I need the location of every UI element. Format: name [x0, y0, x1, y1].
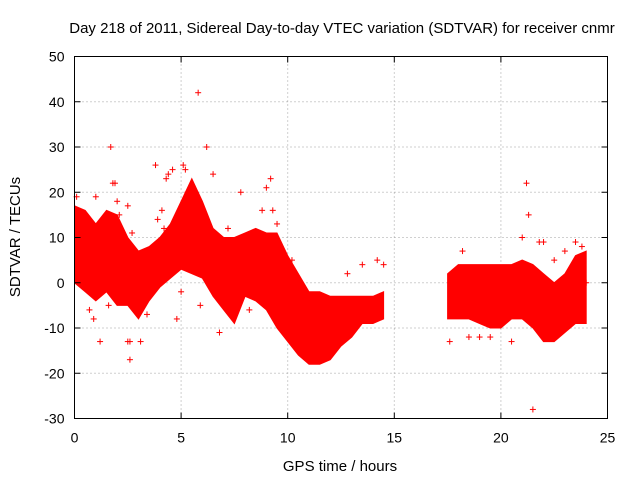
outlier-point: [359, 261, 366, 268]
outlier-point: [487, 334, 494, 341]
y-tick-label: 40: [49, 94, 65, 110]
y-axis-label: SDTVAR / TECUs: [7, 177, 24, 297]
outlier-point: [210, 171, 217, 178]
outlier-point: [263, 184, 270, 191]
outlier-point: [184, 189, 191, 196]
outlier-point: [583, 279, 590, 286]
outlier-point: [316, 352, 323, 359]
outlier-point: [107, 144, 114, 150]
outlier-point: [259, 207, 266, 214]
outlier-point: [116, 211, 123, 218]
outlier-point: [161, 225, 168, 232]
outlier-point: [80, 216, 87, 223]
outlier-point: [529, 406, 536, 413]
outlier-point: [459, 248, 466, 255]
x-tick-label: 0: [71, 430, 79, 446]
outlier-point: [519, 234, 526, 241]
outlier-point: [540, 239, 547, 246]
outlier-point: [180, 162, 187, 169]
outlier-point: [476, 334, 483, 341]
outlier-point: [169, 166, 176, 173]
outlier-point: [237, 189, 244, 196]
outlier-point: [137, 338, 144, 345]
outlier-point: [446, 338, 453, 345]
y-tick-label: 20: [49, 184, 65, 200]
outlier-point: [97, 338, 104, 345]
outlier-point: [182, 166, 189, 173]
outlier-point: [267, 175, 274, 182]
plot-frame: [74, 56, 608, 419]
y-tick-label: -10: [44, 320, 64, 336]
outlier-point: [92, 193, 99, 200]
data-band-morning: [74, 177, 385, 365]
outlier-point: [165, 171, 172, 178]
outlier-point: [178, 288, 185, 295]
outlier-point: [86, 306, 93, 313]
outlier-point: [163, 175, 170, 182]
outlier-point: [225, 225, 232, 232]
x-tick-label: 20: [493, 430, 509, 446]
outlier-point: [344, 270, 351, 277]
outlier-point: [195, 89, 202, 96]
outlier-point: [143, 311, 150, 318]
outlier-point: [124, 202, 131, 209]
outlier-point: [508, 338, 515, 345]
outlier-point: [252, 257, 259, 264]
x-tick-label: 25: [600, 430, 616, 446]
outlier-point: [274, 220, 281, 227]
outlier-point: [173, 315, 180, 322]
outlier-point: [75, 211, 82, 218]
outlier-point: [158, 207, 165, 214]
chart-title: Day 218 of 2011, Sidereal Day-to-day VTE…: [69, 20, 614, 37]
outlier-point: [129, 229, 136, 236]
outlier-point: [197, 302, 204, 309]
outlier-point: [154, 216, 161, 223]
outlier-point: [214, 293, 221, 300]
y-tick-label: 10: [49, 230, 65, 246]
outlier-point: [523, 180, 530, 187]
y-axis-ticks: -30 -20 -10 0 10 20 30 40 50: [44, 49, 608, 427]
outlier-point: [126, 338, 133, 345]
x-axis-label: GPS time / hours: [283, 458, 397, 475]
outlier-point: [288, 257, 295, 264]
outlier-points: [73, 89, 590, 413]
y-tick-label: 30: [49, 139, 65, 155]
x-axis-ticks: 0 5 10 15 20 25: [71, 56, 616, 446]
y-tick-label: 50: [49, 49, 65, 65]
outlier-point: [578, 243, 585, 250]
outlier-point: [374, 257, 381, 264]
outlier-point: [246, 306, 253, 313]
x-tick-label: 15: [387, 430, 403, 446]
outlier-point: [105, 302, 112, 309]
outlier-point: [269, 207, 276, 214]
outlier-point: [216, 329, 223, 336]
outlier-point: [544, 334, 551, 341]
outlier-point: [380, 261, 387, 268]
outlier-point: [525, 211, 532, 218]
outlier-point: [90, 315, 97, 322]
outlier-point: [551, 257, 558, 264]
x-tick-label: 10: [280, 430, 296, 446]
outlier-point: [152, 162, 159, 169]
outlier-point: [139, 270, 146, 277]
outlier-point: [114, 198, 121, 205]
y-tick-label: -20: [44, 365, 64, 381]
outlier-point: [99, 220, 106, 227]
outlier-point: [126, 356, 133, 363]
outlier-point: [561, 248, 568, 255]
data-band-layer: [74, 177, 587, 365]
outlier-point: [203, 144, 210, 150]
x-tick-label: 5: [177, 430, 185, 446]
outlier-point: [465, 334, 472, 341]
y-tick-label: -30: [44, 411, 64, 427]
y-tick-label: 0: [57, 275, 65, 291]
grid-lines: [74, 56, 608, 419]
outlier-point: [186, 207, 193, 214]
outlier-point: [572, 239, 579, 246]
data-band-evening: [447, 250, 587, 343]
outlier-point: [112, 180, 119, 187]
